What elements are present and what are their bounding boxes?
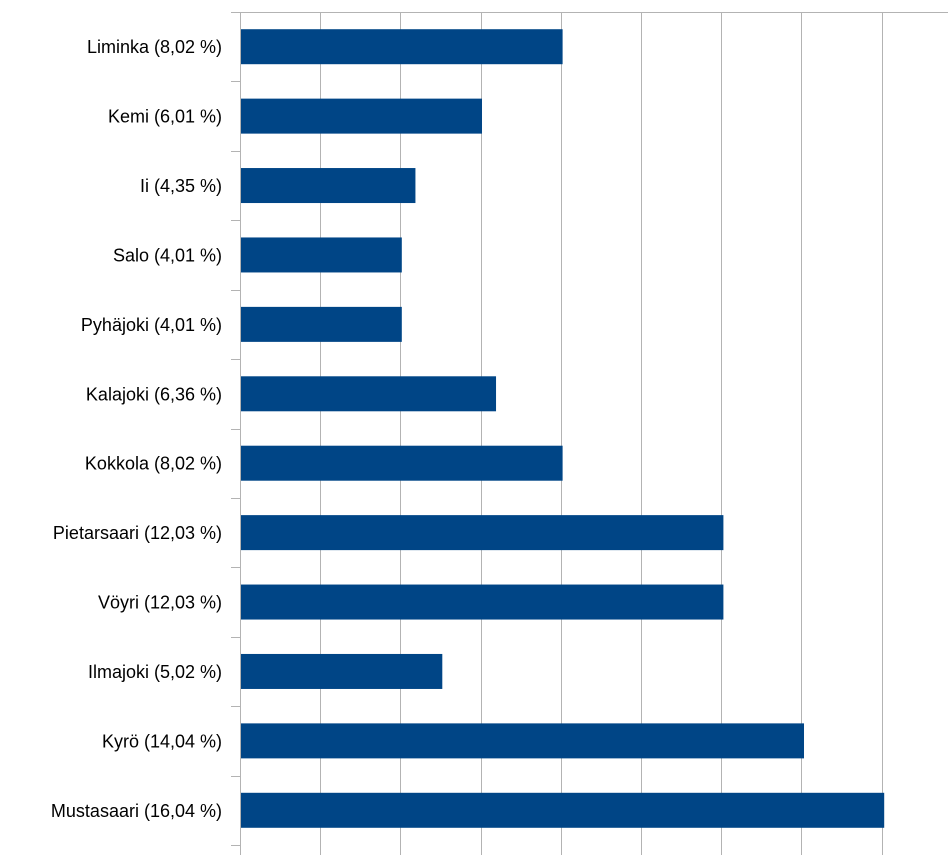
- category-label: Salo (4,01 %): [113, 245, 222, 265]
- category-labels: Liminka (8,02 %) Kemi (6,01 %) Ii (4,35 %)…: [51, 37, 222, 821]
- bar: [241, 168, 416, 204]
- category-label: Ilmajoki (5,02 %): [88, 662, 222, 682]
- bar: [241, 98, 483, 134]
- category-label: Pietarsaari (12,03 %): [53, 523, 222, 543]
- category-label: Kokkola (8,02 %): [85, 454, 222, 474]
- category-label: Ii (4,35 %): [140, 176, 222, 196]
- category-label: Pyhäjoki (4,01 %): [81, 315, 222, 335]
- bar: [241, 792, 885, 828]
- category-label: Kyrö (14,04 %): [102, 731, 222, 751]
- category-label: Mustasaari (16,04 %): [51, 801, 222, 821]
- bar: [241, 29, 563, 65]
- category-label: Kemi (6,01 %): [108, 107, 222, 127]
- category-label: Liminka (8,02 %): [87, 37, 222, 57]
- category-label: Vöyri (12,03 %): [98, 593, 222, 613]
- bar: [241, 445, 563, 481]
- bar: [241, 306, 402, 342]
- bars: [241, 29, 885, 828]
- category-axis: [231, 12, 241, 855]
- gridlines: [240, 12, 948, 855]
- bar: [241, 723, 805, 759]
- category-label: Kalajoki (6,36 %): [86, 384, 222, 404]
- bar: [241, 584, 724, 620]
- bar: [241, 376, 497, 412]
- bar: [241, 237, 402, 273]
- bar: [241, 515, 724, 551]
- bar: [241, 653, 443, 689]
